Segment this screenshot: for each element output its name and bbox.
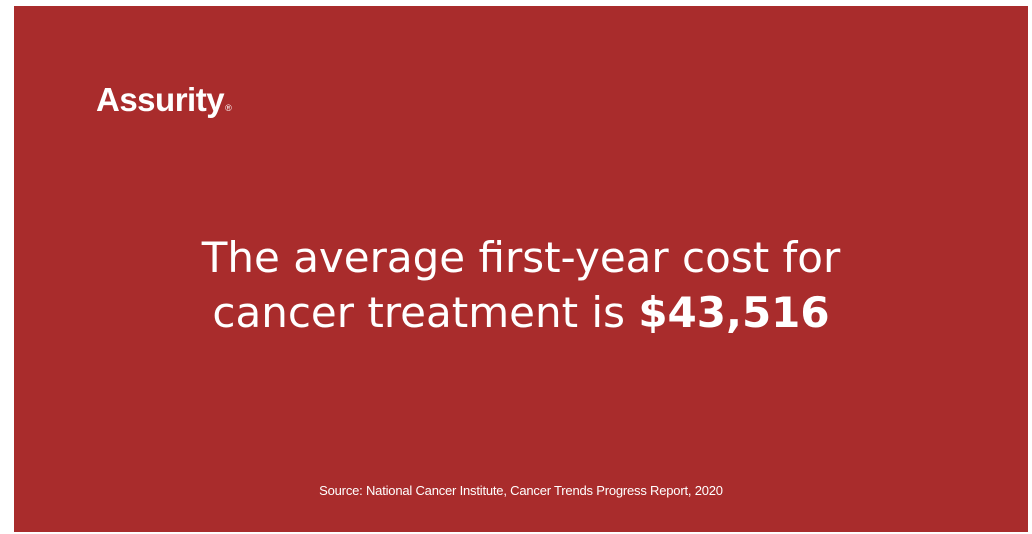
assurity-logo: Assurity®	[96, 81, 232, 118]
logo-text: Assurity	[96, 81, 225, 118]
cost-amount: $43,516	[638, 288, 830, 337]
headline: The average first-year cost for cancer t…	[14, 230, 1028, 340]
headline-line-1: The average first-year cost for	[201, 233, 841, 282]
registered-mark: ®	[225, 103, 232, 113]
headline-line-2: cancer treatment is $43,516	[14, 285, 1028, 340]
headline-line-2-text: cancer treatment is	[212, 288, 639, 337]
infographic-card: Assurity® The average first-year cost fo…	[14, 6, 1028, 532]
source-citation: Source: National Cancer Institute, Cance…	[319, 483, 723, 498]
